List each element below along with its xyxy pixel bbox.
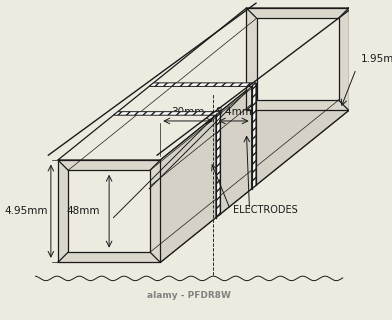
Polygon shape [68,170,150,252]
Polygon shape [58,110,349,262]
Polygon shape [257,18,339,100]
Text: ELECTRODES: ELECTRODES [234,204,298,215]
Text: 48mm: 48mm [66,206,100,216]
Polygon shape [58,160,160,262]
Text: 8.4mm: 8.4mm [215,107,252,117]
Polygon shape [252,83,256,189]
Text: 1.95m: 1.95m [361,54,392,64]
Text: 30mm: 30mm [171,107,205,117]
Polygon shape [58,8,349,160]
Polygon shape [160,8,349,262]
Text: alamy - PFDR8W: alamy - PFDR8W [147,292,231,300]
Polygon shape [113,112,220,115]
Polygon shape [247,8,349,110]
Polygon shape [216,112,220,218]
Text: 4.95mm: 4.95mm [5,206,48,216]
Polygon shape [149,83,256,86]
